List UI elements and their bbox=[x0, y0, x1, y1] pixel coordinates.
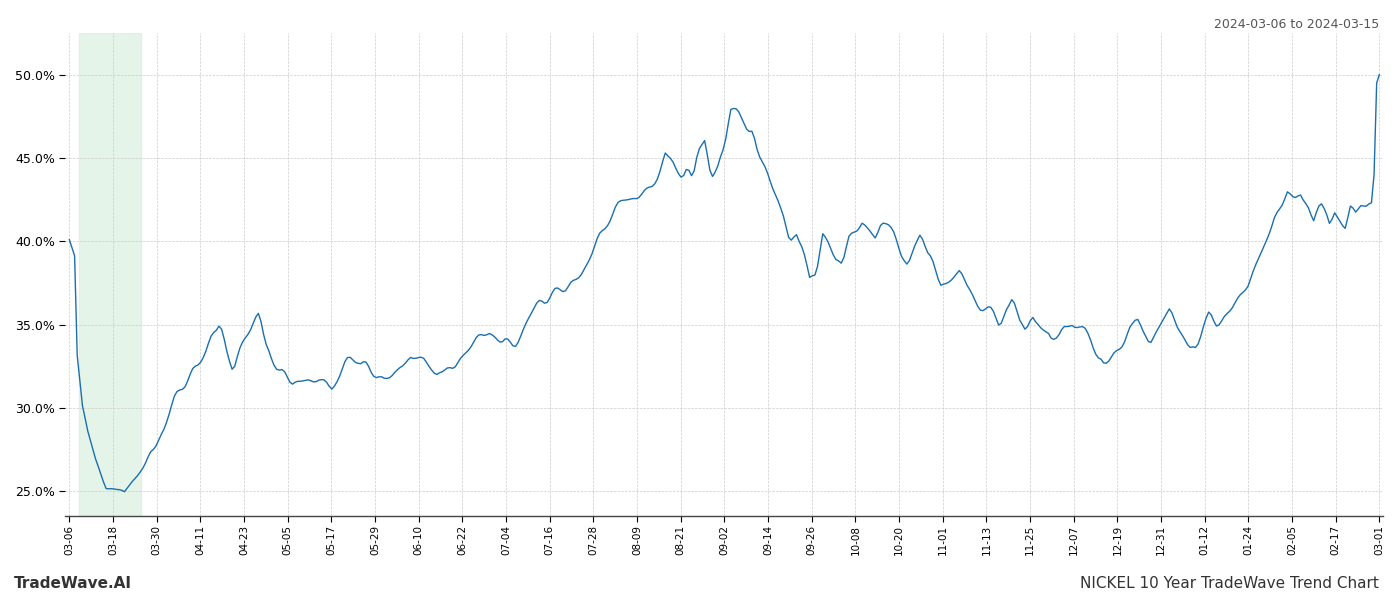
Text: 2024-03-06 to 2024-03-15: 2024-03-06 to 2024-03-15 bbox=[1214, 18, 1379, 31]
Text: TradeWave.AI: TradeWave.AI bbox=[14, 576, 132, 591]
Text: NICKEL 10 Year TradeWave Trend Chart: NICKEL 10 Year TradeWave Trend Chart bbox=[1081, 576, 1379, 591]
Bar bbox=[78, 33, 141, 517]
